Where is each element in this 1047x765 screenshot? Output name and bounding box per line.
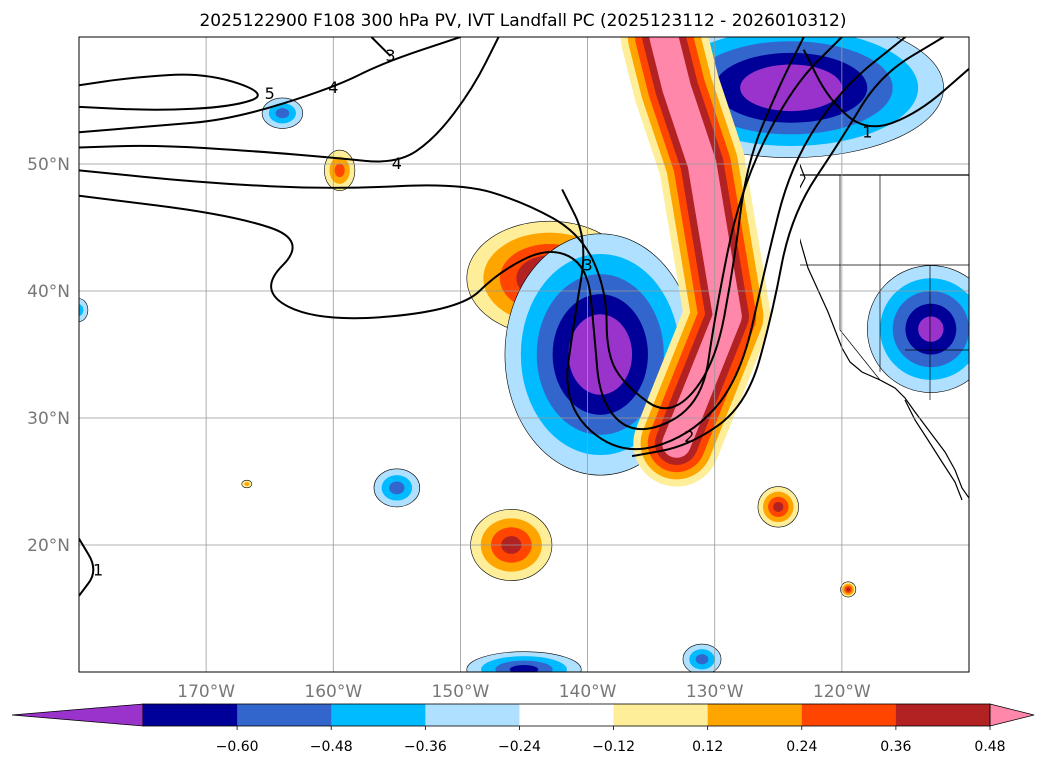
- pv-contour-8: [79, 538, 95, 597]
- shaded-region-9: [373, 468, 421, 508]
- colorbar-segment: [613, 704, 709, 726]
- colorbar-segment: [519, 704, 615, 726]
- shaded-shell: [846, 587, 851, 592]
- shaded-shell: [584, 334, 617, 375]
- pv-contour-1: [79, 37, 461, 134]
- shaded-shell: [509, 665, 539, 672]
- colorbar-tick-label: 0.48: [974, 739, 1005, 755]
- shaded-region-2: [757, 486, 799, 528]
- colorbar-tick-label: −0.36: [404, 739, 447, 755]
- shaded-shell: [765, 76, 817, 100]
- x-tick-label: 150°W: [432, 682, 490, 702]
- colorbar-min-arrow: [11, 703, 144, 727]
- colorbar-tick-label: −0.48: [310, 739, 353, 755]
- shaded-region-10: [261, 97, 304, 129]
- y-tick-label: 30°N: [27, 409, 70, 429]
- north-america-coastline: [800, 163, 969, 499]
- contour-label: 1: [862, 122, 872, 141]
- x-tick-label: 170°W: [177, 682, 235, 702]
- pv-contour-6: [631, 37, 945, 458]
- colorbar-segment: [895, 704, 991, 726]
- colorbar-tick-label: 0.36: [880, 739, 911, 755]
- shaded-region-3: [324, 149, 356, 191]
- y-tick-label: 50°N: [27, 155, 70, 175]
- x-axis: 170°W 160°W 150°W 140°W 130°W 120°W: [177, 682, 871, 702]
- y-tick-label: 20°N: [27, 536, 70, 556]
- shaded-region-13: [79, 298, 89, 322]
- colorbar-max-arrow: [989, 703, 1035, 727]
- shaded-band-0: [620, 37, 771, 487]
- chart-title: 2025122900 F108 300 hPa PV, IVT Landfall…: [199, 11, 846, 31]
- colorbar-segment: [707, 704, 803, 726]
- pv-contour-0: [79, 73, 259, 111]
- colorbar-tick-label: −0.24: [498, 739, 541, 755]
- colorbar-segment: [237, 704, 332, 726]
- shaded-shell: [275, 108, 290, 119]
- pv-contour-4: [79, 37, 843, 431]
- y-tick-label: 40°N: [27, 282, 70, 302]
- coastline-layer: [800, 163, 969, 501]
- x-tick-label: 140°W: [559, 682, 617, 702]
- contour-label: 5: [265, 84, 275, 103]
- shaded-shell: [79, 304, 84, 316]
- x-tick-label: 160°W: [304, 682, 362, 702]
- shaded-shell: [244, 482, 250, 486]
- contour-label: 2: [684, 427, 694, 446]
- colorbar-tick-label: 0.12: [692, 739, 723, 755]
- x-tick-label: 130°W: [686, 682, 744, 702]
- contour-label: 3: [385, 46, 395, 65]
- us-state-borders: [800, 175, 969, 400]
- shaded-shell: [918, 316, 944, 342]
- colorbar-segment: [331, 704, 426, 726]
- colorbar-tick-label: 0.24: [786, 739, 817, 755]
- pv-contours: 5 4 4 3 2 1 1 3: [79, 37, 969, 597]
- shaded-shell: [773, 501, 784, 512]
- colorbar-segment: [143, 704, 238, 726]
- colorbar-tick-label: −0.12: [592, 739, 635, 755]
- colorbar: −0.60 −0.48 −0.36 −0.24 −0.12 0.12 0.24 0.36 0.4…: [11, 703, 1035, 755]
- y-axis: 20°N 30°N 40°N 50°N: [27, 155, 70, 556]
- shaded-region-11: [466, 651, 582, 672]
- shaded-region-12: [682, 643, 722, 672]
- contour-label: 4: [392, 154, 402, 173]
- baja-coastline: [904, 399, 963, 501]
- shaded-region-5: [241, 479, 253, 489]
- contour-label: 3: [582, 256, 592, 275]
- colorbar-segment: [801, 704, 897, 726]
- x-tick-label: 120°W: [813, 682, 871, 702]
- pv-contour-5: [561, 37, 907, 451]
- graticule: [79, 37, 969, 672]
- plot-frame: [78, 36, 970, 673]
- shaded-shell: [389, 481, 405, 495]
- shaded-region-4: [840, 581, 857, 598]
- colorbar-frame: [142, 703, 991, 727]
- contour-label: 1: [93, 560, 103, 579]
- shaded-region-8: [867, 265, 969, 393]
- contour-label: 4: [328, 78, 338, 97]
- pv-contour-3: [79, 37, 805, 410]
- pv-contour-7: [802, 49, 969, 128]
- colorbar-segment: [425, 704, 520, 726]
- shaded-shell: [334, 163, 345, 178]
- pv-contour-2: [79, 37, 500, 163]
- colorbar-tick-label: −0.60: [216, 739, 259, 755]
- shaded-shell: [695, 654, 709, 665]
